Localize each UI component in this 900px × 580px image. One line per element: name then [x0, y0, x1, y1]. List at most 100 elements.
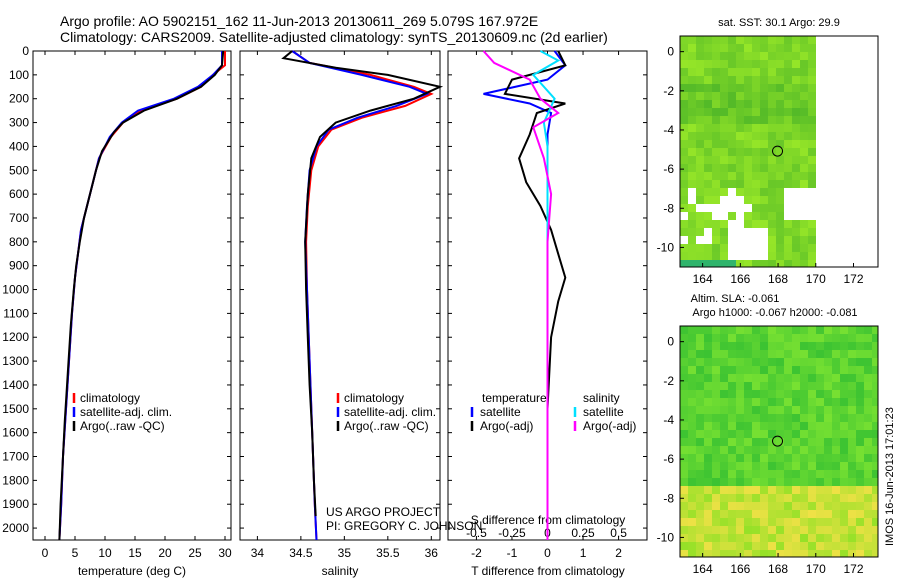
g-sla-xtick-label: 164 [693, 562, 713, 576]
g-sla-cell [832, 462, 840, 470]
g-sla-cell [848, 326, 856, 334]
g-sla-cell [720, 406, 728, 414]
diff-legend-temperature-header: temperature [482, 391, 547, 405]
g-sst-cell [696, 68, 704, 76]
g-sst-cell [816, 148, 824, 156]
g-sla-cell [864, 454, 872, 462]
g-sla-cell [728, 454, 736, 462]
g-sst-cell [872, 140, 878, 148]
g-sst-cell [704, 172, 712, 180]
g-sla-cell [704, 486, 712, 494]
g-sst-cell [864, 188, 872, 196]
g-sst-cell [856, 204, 864, 212]
g-sla-cell [848, 422, 856, 430]
diff-s-tick-label: 0.25 [571, 526, 595, 540]
g-sla-cell [872, 334, 878, 342]
g-sla-cell [864, 534, 872, 542]
g-sst-cell [768, 196, 776, 204]
g-sla-cell [816, 326, 824, 334]
g-sla-cell [776, 358, 784, 366]
g-sst-cell [720, 220, 728, 228]
g-sst-cell [696, 212, 704, 220]
g-sla-cell [768, 534, 776, 542]
g-sla-cell [696, 430, 704, 438]
g-sst-cell [736, 124, 744, 132]
g-sla-cell [808, 342, 816, 350]
g-sla-cell [808, 478, 816, 486]
g-sla-cell [872, 398, 878, 406]
g-sla-cell [728, 422, 736, 430]
g-sst-cell [736, 164, 744, 172]
g-sst-cell [872, 52, 878, 60]
g-sst-cell [840, 108, 848, 116]
diff-t-x-tick-label: 2 [615, 546, 622, 560]
g-sla-cell [720, 398, 728, 406]
g-sst-cell [752, 252, 760, 260]
g-sst-cell [704, 244, 712, 252]
g-sla-cell [728, 542, 736, 550]
g-sla-cell [840, 334, 848, 342]
g-sst-cell [784, 116, 792, 124]
g-sst-cell [800, 156, 808, 164]
g-sst-cell [696, 84, 704, 92]
g-sst-cell [736, 60, 744, 68]
g-sla-cell [704, 334, 712, 342]
g-sla-cell [752, 462, 760, 470]
g-sla-cell [696, 342, 704, 350]
g-sst-cell [744, 244, 752, 252]
g-sst-cell [720, 140, 728, 148]
g-sla-cell [784, 502, 792, 510]
g-sla-cell [720, 470, 728, 478]
g-sst-cell [712, 204, 720, 212]
g-sla-cell [720, 366, 728, 374]
g-sst-cell [816, 108, 824, 116]
g-sst-cell [832, 60, 840, 68]
g-sla-cell [704, 454, 712, 462]
g-sla-cell [688, 494, 696, 502]
g-sla-cell [864, 406, 872, 414]
g-sst-cell [864, 132, 872, 140]
g-sla-cell [680, 406, 688, 414]
g-sst-cell [712, 124, 720, 132]
g-sla-cell [688, 510, 696, 518]
g-sla-cell [824, 350, 832, 358]
g-sst-cell [872, 132, 878, 140]
g-sst-cell [824, 140, 832, 148]
g-sst-cell [816, 68, 824, 76]
g-sla-cell [680, 422, 688, 430]
g-sla-cell [848, 406, 856, 414]
g-sst-cell [728, 92, 736, 100]
g-sst-cell [816, 116, 824, 124]
g-sla-cell [720, 518, 728, 526]
g-sst-cell [800, 44, 808, 52]
g-sst-cell [832, 212, 840, 220]
g-sla-cell [688, 502, 696, 510]
g-sst-cell [744, 164, 752, 172]
g-sst-cell [680, 236, 688, 244]
g-sst-cell [704, 44, 712, 52]
g-sla-cell [744, 350, 752, 358]
g-sla-cell [720, 382, 728, 390]
g-sst-cell [784, 260, 792, 267]
g-sst-cell [824, 260, 832, 267]
g-sst-cell [720, 60, 728, 68]
g-sla-cell [872, 550, 878, 557]
g-sst-cell [816, 156, 824, 164]
temperature-frame [32, 50, 232, 541]
g-sst-cell [712, 220, 720, 228]
g-sla-cell [760, 542, 768, 550]
g-sst-cell [680, 108, 688, 116]
g-sst-cell [712, 100, 720, 108]
diff-s-tick-label: -0.25 [498, 526, 526, 540]
g-sst-cell [736, 252, 744, 260]
g-sst-cell [856, 148, 864, 156]
g-sst-cell [824, 44, 832, 52]
temp-x-tick-label: 10 [98, 546, 112, 560]
depth-tick-label: 1700 [2, 450, 29, 464]
g-sst-cell [728, 180, 736, 188]
g-sst-cell [736, 188, 744, 196]
g-sst-cell [712, 172, 720, 180]
g-sst-cell [680, 196, 688, 204]
g-sla-cell [824, 334, 832, 342]
g-sst-cell [816, 100, 824, 108]
